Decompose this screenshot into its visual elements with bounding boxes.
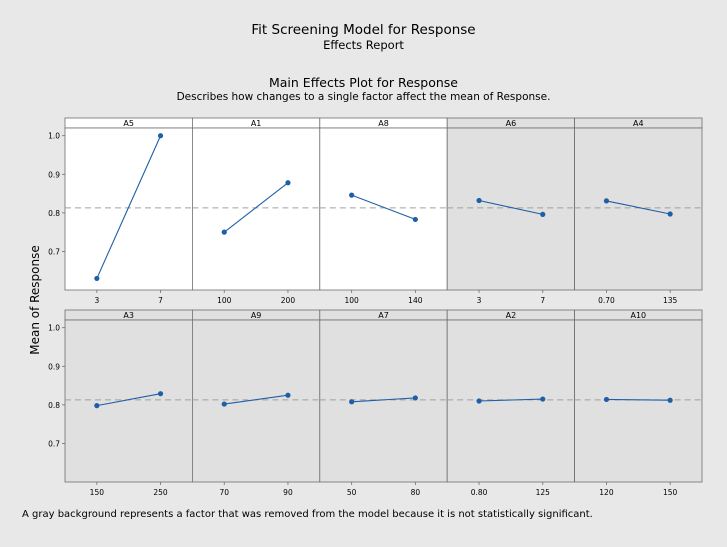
mean-point xyxy=(603,198,610,204)
plot-title: Main Effects Plot for Response xyxy=(268,75,458,90)
y-tick-label: 0.8 xyxy=(48,209,60,218)
panel-plot-area xyxy=(446,319,576,483)
mean-point xyxy=(285,392,291,398)
y-tick-label: 1.0 xyxy=(48,324,60,333)
report-subtitle: Effects Report xyxy=(323,38,404,52)
plot-description: Describes how changes to a single factor… xyxy=(176,91,551,103)
mean-point xyxy=(221,229,227,235)
mean-point xyxy=(540,211,546,217)
effects-panel-a2: A2 0.80 125 xyxy=(446,309,576,497)
x-tick-label: 0.70 xyxy=(598,296,615,305)
panel-plot-area xyxy=(446,127,576,291)
x-tick-label: 3 xyxy=(94,296,99,305)
y-tick-label: 0.8 xyxy=(48,401,60,410)
panel-factor-label: A3 xyxy=(123,311,134,320)
y-axis-label: Mean of Response xyxy=(28,245,42,355)
panel-plot-area xyxy=(191,319,321,483)
mean-point xyxy=(285,180,291,186)
panel-factor-label: A8 xyxy=(378,119,389,128)
footnote: A gray background represents a factor th… xyxy=(22,509,593,520)
x-tick-label: 0.80 xyxy=(471,488,488,497)
x-tick-label: 120 xyxy=(599,488,614,497)
panel-factor-label: A2 xyxy=(506,311,517,320)
panel-factor-label: A4 xyxy=(633,119,644,128)
mean-point xyxy=(667,397,673,403)
x-tick-label: 70 xyxy=(219,488,229,497)
effect-line xyxy=(96,393,161,407)
x-tick-label: 150 xyxy=(663,488,678,497)
effects-panel-a3: A3 150 250 xyxy=(64,309,193,497)
panel-factor-label: A6 xyxy=(506,119,517,128)
y-tick-label: 0.7 xyxy=(48,439,60,448)
panel-factor-label: A1 xyxy=(251,119,262,128)
effect-line xyxy=(223,182,289,233)
panel-plot-area xyxy=(191,127,321,291)
effect-line xyxy=(606,398,671,401)
effect-line xyxy=(606,200,671,215)
mean-point xyxy=(476,197,482,204)
panel-plot-area xyxy=(574,127,703,291)
x-tick-label: 200 xyxy=(281,296,296,305)
x-tick-label: 140 xyxy=(408,296,423,305)
y-tick-label: 0.9 xyxy=(48,362,60,371)
effect-line xyxy=(96,135,162,279)
panel-factor-label: A7 xyxy=(378,311,389,320)
effects-panel-a6: A6 3 7 xyxy=(446,117,576,305)
effects-panel-a9: A9 70 90 xyxy=(191,309,321,497)
effects-panel-a8: A8 100 140 xyxy=(319,117,448,305)
effects-panel-a7: A7 50 80 xyxy=(319,309,448,497)
y-tick-label: 0.9 xyxy=(48,170,60,179)
x-tick-label: 7 xyxy=(158,296,163,305)
panel-plot-area xyxy=(319,127,448,291)
mean-point xyxy=(221,401,227,407)
y-tick-label: 0.7 xyxy=(48,247,60,256)
effect-line xyxy=(479,398,543,402)
x-tick-label: 135 xyxy=(663,296,678,305)
effects-panel-a4: A4 0.70 135 xyxy=(574,117,703,305)
panel-factor-label: A9 xyxy=(251,311,262,320)
panel-factor-label: A5 xyxy=(123,119,134,128)
effect-line xyxy=(478,199,543,215)
panel-plot-area xyxy=(64,127,193,291)
x-tick-label: 100 xyxy=(217,296,232,305)
panel-plot-area xyxy=(64,319,193,483)
x-tick-label: 3 xyxy=(477,296,482,305)
y-tick-label: 1.0 xyxy=(48,132,60,141)
effects-panel-a10: A10 120 150 xyxy=(574,309,703,497)
mean-point xyxy=(412,216,418,223)
mean-point xyxy=(157,391,164,397)
x-tick-label: 250 xyxy=(153,488,168,497)
x-tick-label: 50 xyxy=(347,488,357,497)
x-tick-label: 90 xyxy=(283,488,293,497)
x-tick-label: 7 xyxy=(540,296,545,305)
mean-point xyxy=(412,395,418,401)
mean-point xyxy=(540,396,546,402)
panel-plot-area xyxy=(319,319,448,483)
effect-line xyxy=(351,397,416,403)
mean-point xyxy=(349,192,355,198)
report-title: Fit Screening Model for Response xyxy=(251,22,476,38)
mean-point xyxy=(603,396,610,403)
x-tick-label: 125 xyxy=(536,488,551,497)
mean-point xyxy=(476,398,482,404)
mean-point xyxy=(94,275,100,282)
panel-plot-area xyxy=(574,319,703,483)
mean-point xyxy=(157,133,164,139)
mean-point xyxy=(94,403,100,409)
panel-factor-label: A10 xyxy=(630,311,646,320)
effects-panel-a1: A1 100 200 xyxy=(191,117,321,305)
effect-line xyxy=(351,194,416,220)
mean-point xyxy=(349,399,355,405)
x-tick-label: 100 xyxy=(344,296,359,305)
x-tick-label: 150 xyxy=(90,488,105,497)
mean-point xyxy=(667,211,673,217)
x-tick-label: 80 xyxy=(411,488,421,497)
effects-panel-a5: A5 3 7 xyxy=(64,117,193,305)
effect-line xyxy=(224,394,289,405)
